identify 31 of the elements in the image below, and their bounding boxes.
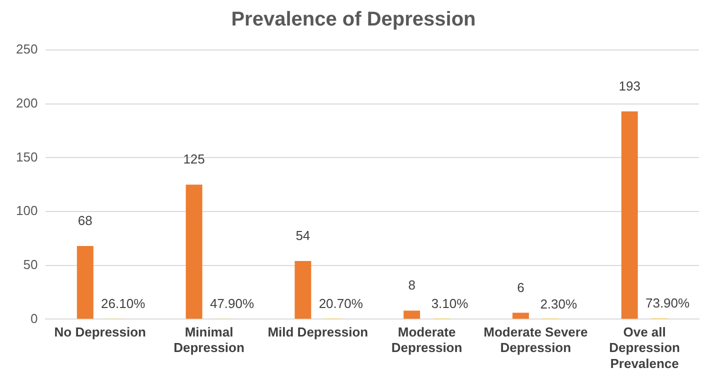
data-label: 125 <box>183 152 205 167</box>
data-label: 26.10% <box>101 296 146 311</box>
data-label: 3.10% <box>431 296 469 312</box>
data-label: 193 <box>618 78 640 94</box>
data-label: 6 <box>517 280 524 295</box>
y-tick-label: 150 <box>16 149 38 164</box>
bar <box>186 184 202 319</box>
y-tick-label: 200 <box>16 95 38 110</box>
y-tick-label: 0 <box>30 310 38 326</box>
data-label: 8 <box>408 278 416 293</box>
bar <box>621 111 638 319</box>
y-tick-label: 100 <box>16 203 38 218</box>
bar <box>404 310 420 319</box>
data-label: 54 <box>296 228 310 244</box>
x-tick-label: No Depression <box>54 324 146 340</box>
y-tick-label: 250 <box>16 42 38 57</box>
data-label: 68 <box>78 213 92 228</box>
x-tick-label: Minimal Depression <box>174 324 244 356</box>
chart-title: Prevalence of Depression <box>231 8 476 31</box>
data-label: 20.70% <box>318 296 364 312</box>
y-tick-label: 50 <box>23 256 38 272</box>
x-tick-label: Mild Depression <box>268 324 368 340</box>
data-label: 73.90% <box>645 295 690 310</box>
bar <box>512 312 529 319</box>
x-tick-label: Moderate Depression <box>391 324 462 356</box>
x-tick-label: Moderate Severe Depression <box>484 324 588 356</box>
bar <box>294 261 312 319</box>
data-label: 47.90% <box>210 296 254 311</box>
bar <box>76 246 94 319</box>
data-label: 2.30% <box>540 296 578 312</box>
x-tick-label: Ove all Depression Prevalence <box>609 324 680 371</box>
